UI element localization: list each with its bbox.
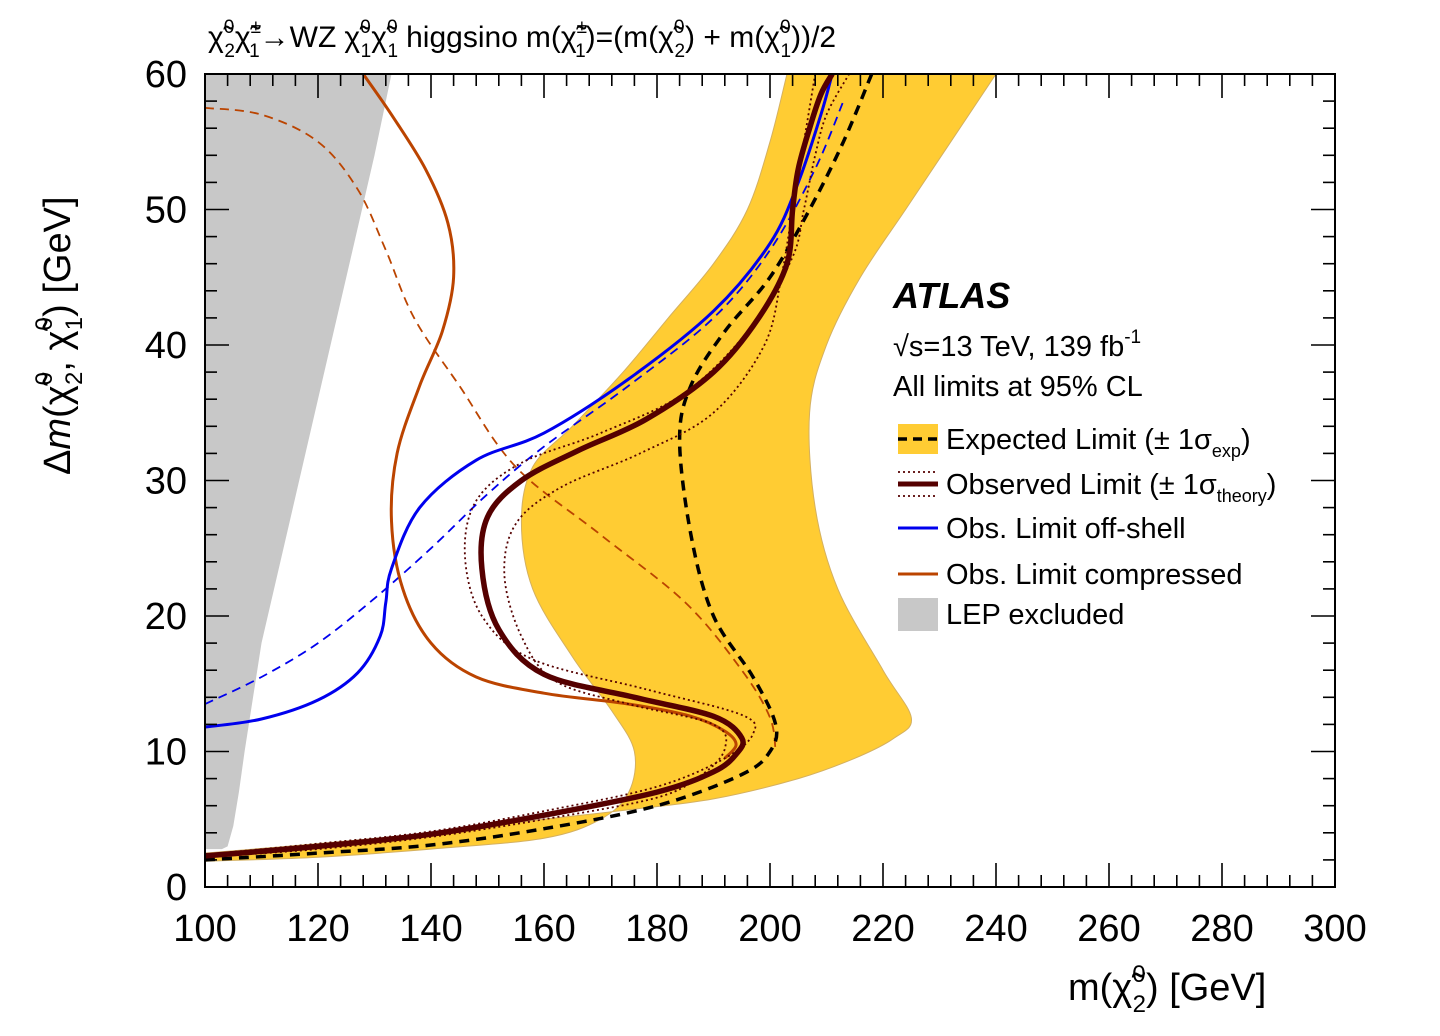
axis-ticks: [204, 73, 1336, 888]
observed-up-line: [205, 74, 850, 856]
x-tick-label: 260: [1077, 908, 1140, 950]
svg-text:Obs. Limit compressed: Obs. Limit compressed: [946, 559, 1243, 591]
y-tick-label: 60: [145, 54, 187, 96]
lep-excluded-region: [205, 74, 392, 850]
svg-text:Expected Limit (± 1σexp): Expected Limit (± 1σexp): [946, 424, 1251, 461]
x-tick-label: 300: [1303, 908, 1366, 950]
legend-item-off-shell: Obs. Limit off-shell: [898, 513, 1186, 545]
cl-label: All limits at 95% CL: [893, 371, 1143, 403]
x-tick-label: 240: [964, 908, 1027, 950]
tick-labels: 100 120 140 160 180 200 220 240 260 280 300 0 10 20 30…: [145, 54, 1367, 950]
svg-text:LEP excluded: LEP excluded: [946, 599, 1124, 631]
x-tick-label: 220: [851, 908, 914, 950]
x-tick-label: 280: [1190, 908, 1253, 950]
legend: Expected Limit (± 1σexp) Observed Limit …: [898, 424, 1276, 631]
x-tick-label: 120: [286, 908, 349, 950]
y-tick-label: 20: [145, 596, 187, 638]
x-tick-label: 160: [512, 908, 575, 950]
x-tick-label: 180: [625, 908, 688, 950]
y-tick-label: 0: [166, 867, 187, 909]
svg-text:Obs. Limit off-shell: Obs. Limit off-shell: [946, 513, 1186, 545]
y-tick-label: 30: [145, 461, 187, 503]
y-tick-label: 10: [145, 732, 187, 774]
energy-lumi-label: √s=13 TeV, 139 fb-1: [893, 327, 1141, 363]
expected-line: [205, 74, 874, 862]
svg-text:m(χ̃02) [GeV]: m(χ̃0 2) [GeV]: [1068, 961, 1266, 1018]
legend-item-compressed: Obs. Limit compressed: [898, 559, 1243, 591]
y-axis-title: Δm(χ̃0 2, χ̃0 1) [GeV]: [31, 196, 88, 475]
atlas-label-block: ATLAS √s=13 TeV, 139 fb-1 All limits at …: [892, 275, 1143, 403]
expected-band: [205, 74, 997, 862]
plot-title: χ̃0 2χ̃± 1→WZ χ̃0 1χ̃0 1 higgsino m(χ̃± 1)=(m(χ̃…: [208, 17, 836, 62]
x-tick-label: 200: [738, 908, 801, 950]
x-tick-label: 100: [173, 908, 236, 950]
off-shell-line: [205, 74, 834, 729]
y-tick-label: 40: [145, 325, 187, 367]
svg-text:Δm(χ̃02, χ̃01) [GeV]: Δm(χ̃0 2, χ̃0 1) [GeV]: [31, 196, 88, 475]
x-tick-label: 140: [399, 908, 462, 950]
legend-swatch-lep: [898, 598, 938, 631]
y-tick-label: 50: [145, 190, 187, 232]
data-layer: [205, 74, 997, 862]
legend-item-lep: LEP excluded: [898, 598, 1124, 631]
atlas-label: ATLAS: [892, 275, 1010, 316]
legend-item-expected: Expected Limit (± 1σexp): [898, 424, 1251, 461]
legend-item-observed: Observed Limit (± 1σtheory): [898, 469, 1276, 506]
x-axis-title: m(χ̃0 2) [GeV]: [1068, 961, 1266, 1018]
svg-text:Observed Limit (± 1σtheory): Observed Limit (± 1σtheory): [946, 469, 1276, 506]
observed-line: [205, 74, 835, 859]
compressed-dashed-line: [205, 107, 777, 752]
off-shell-dashed-line: [205, 100, 845, 705]
